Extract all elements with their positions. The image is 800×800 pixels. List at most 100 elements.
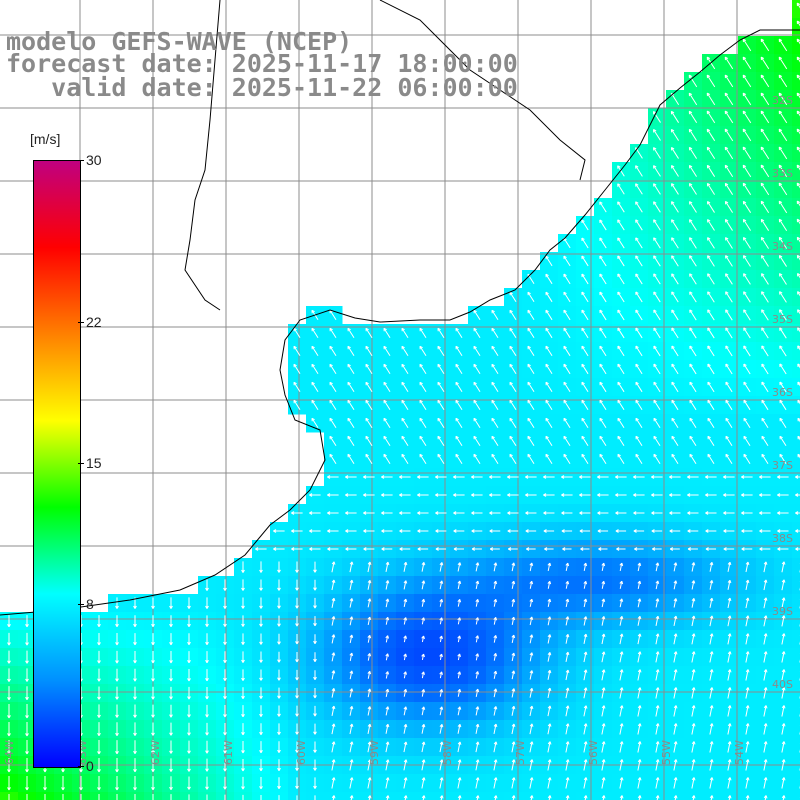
longitude-label: 62W — [149, 740, 162, 765]
wind-arrow — [278, 795, 280, 800]
wind-arrow — [779, 291, 787, 303]
wind-arrow — [151, 776, 155, 791]
wind-arrow — [543, 529, 555, 533]
wind-arrow — [133, 776, 137, 791]
wind-arrow — [655, 741, 660, 753]
wind-arrow — [619, 580, 624, 589]
wind-arrow — [742, 92, 752, 106]
wind-arrow — [617, 345, 625, 357]
wind-arrow — [671, 201, 679, 213]
wind-arrow — [401, 435, 409, 447]
wind-arrow — [583, 669, 588, 681]
wind-arrow — [671, 327, 679, 339]
wind-arrow — [439, 689, 444, 697]
wind-arrow — [706, 128, 716, 142]
wind-arrow — [743, 453, 751, 465]
wind-arrow — [691, 598, 696, 608]
wind-arrow — [439, 599, 444, 607]
wind-arrow — [653, 309, 661, 321]
wind-arrow — [311, 363, 319, 375]
wind-arrow — [385, 688, 390, 697]
wind-arrow — [779, 327, 787, 339]
wind-arrow — [327, 511, 339, 515]
wind-arrow — [421, 689, 426, 697]
wind-arrow — [635, 435, 643, 447]
wind-arrow — [25, 650, 29, 664]
wind-arrow — [25, 758, 29, 773]
wind-arrow — [725, 453, 733, 465]
wind-arrow — [599, 399, 607, 411]
wind-arrow — [295, 561, 299, 573]
wind-arrow — [223, 722, 227, 736]
wind-arrow — [724, 56, 734, 70]
wind-arrow — [187, 651, 191, 664]
wind-arrow — [706, 182, 715, 195]
wind-arrow — [547, 705, 552, 717]
wind-arrow — [651, 493, 663, 497]
wind-arrow — [671, 345, 679, 357]
wind-arrow — [25, 722, 29, 737]
wind-arrow — [763, 723, 768, 735]
wind-arrow — [583, 580, 588, 589]
wind-arrow — [313, 597, 317, 609]
wind-arrow — [707, 255, 715, 267]
wind-arrow — [778, 236, 788, 249]
wind-arrow — [97, 615, 101, 628]
wind-arrow — [421, 706, 426, 716]
wind-arrow — [349, 652, 354, 662]
wind-arrow — [259, 705, 263, 717]
wind-arrow — [205, 704, 209, 718]
wind-arrow — [563, 363, 571, 375]
wind-arrow — [637, 687, 642, 699]
wind-arrow — [763, 741, 768, 753]
wind-arrow — [507, 529, 519, 533]
wind-arrow — [671, 381, 679, 393]
wind-arrow — [637, 795, 642, 800]
wind-arrow — [529, 562, 534, 572]
wind-arrow — [723, 475, 735, 479]
wind-arrow — [80, 794, 82, 800]
wind-arrow — [601, 633, 606, 645]
wind-arrow — [507, 511, 519, 515]
wind-arrow — [97, 650, 101, 664]
wind-arrow — [777, 475, 789, 479]
wind-arrow — [583, 562, 588, 571]
wind-arrow — [671, 237, 679, 249]
wind-arrow — [781, 777, 786, 789]
wind-arrow — [635, 417, 643, 429]
wind-arrow — [151, 650, 155, 664]
wind-arrow — [187, 776, 191, 790]
wind-arrow — [689, 417, 697, 429]
wind-arrow — [475, 671, 480, 679]
wind-arrow — [653, 129, 661, 141]
wind-arrow — [437, 381, 445, 393]
wind-arrow — [457, 580, 462, 590]
wind-arrow — [331, 634, 336, 644]
wind-arrow — [706, 74, 716, 88]
wind-arrow — [727, 615, 732, 627]
wind-arrow — [779, 381, 787, 393]
wind-arrow — [169, 776, 173, 790]
wind-arrow — [745, 561, 750, 573]
wind-arrow — [151, 758, 155, 772]
wind-speed-cell — [792, 90, 800, 109]
wind-arrow — [743, 399, 751, 411]
wind-arrow — [709, 562, 714, 572]
wind-arrow — [385, 741, 390, 753]
wind-arrow — [761, 255, 769, 267]
wind-arrow — [778, 92, 788, 106]
wind-arrow — [491, 345, 499, 357]
wind-arrow — [529, 652, 534, 662]
wind-arrow — [565, 580, 570, 589]
wind-arrow — [493, 777, 498, 789]
wind-arrow — [653, 453, 661, 465]
wind-arrow — [277, 561, 281, 573]
wind-arrow — [509, 435, 517, 447]
wind-speed-cell — [792, 666, 800, 685]
wind-arrow — [601, 580, 606, 589]
wind-arrow — [795, 547, 800, 551]
wind-arrow — [133, 686, 137, 700]
wind-arrow — [435, 511, 447, 515]
longitude-labels: 64W 63W 62W 61W 60W 59W 58W 57W 56W 55W 54W — [3, 740, 746, 765]
wind-arrow — [259, 651, 263, 663]
